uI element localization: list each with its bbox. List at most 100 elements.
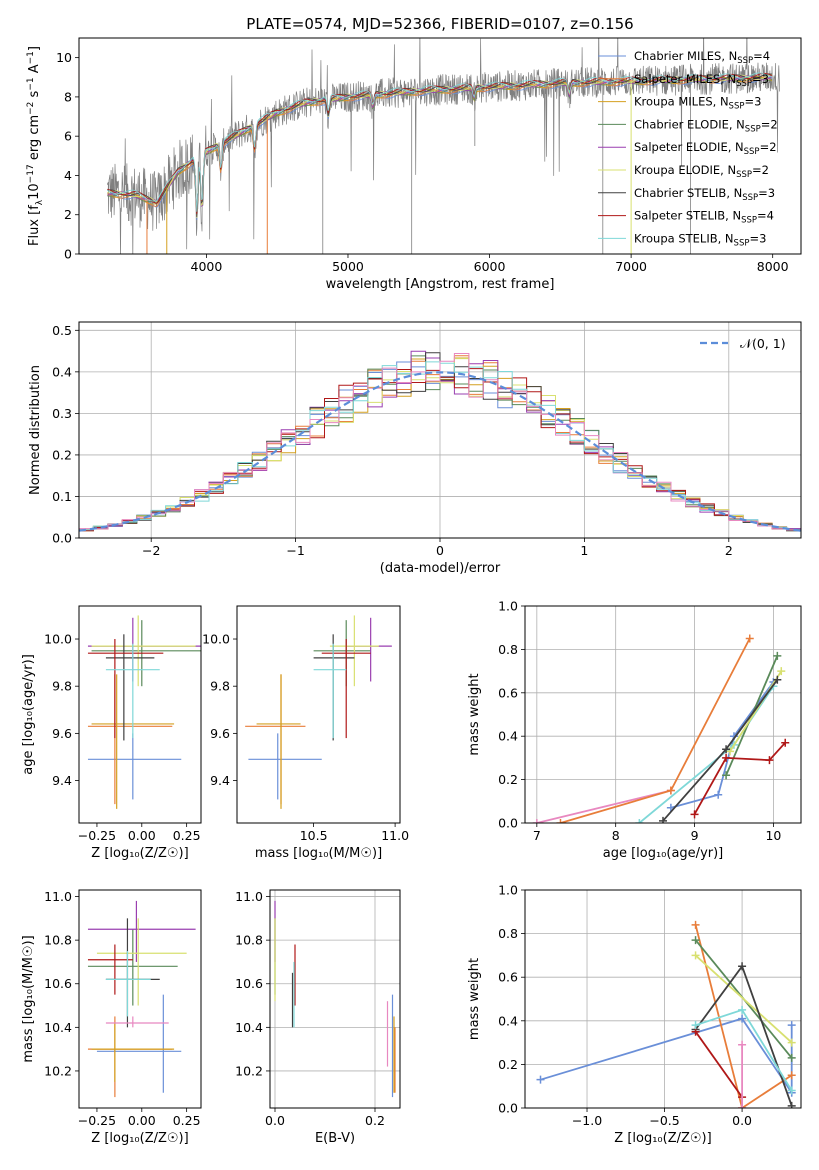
y-label-part: −1 [26, 77, 36, 90]
y-label-part: s [27, 90, 42, 101]
y-tick-label: 4 [64, 168, 72, 183]
y-tick-label: 0.2 [52, 447, 72, 462]
x-tick-label: 11.0 [381, 828, 409, 843]
x-tick-label: −1 [286, 543, 304, 558]
x-tick-label: 2 [725, 543, 733, 558]
plot-area [274, 900, 396, 1098]
plot-frame [78, 605, 202, 824]
series-marker [635, 819, 644, 823]
x-tick-label: 8000 [757, 259, 789, 274]
figure-title: PLATE=0574, MJD=52366, FIBERID=0107, z=0… [246, 15, 633, 33]
mass-vs-metallicity-panel: −0.25 0.00 0.25 10.2 10.4 10.6 10.8 11.0 Z [log₁… [21, 889, 202, 1146]
x-axis-label: age [log₁₀(age/yr)] [603, 846, 724, 861]
legend-entry: 𝒩(0, 1) [740, 336, 786, 351]
series-marker [536, 1075, 545, 1084]
y-axis-label: mass weight [467, 958, 482, 1040]
series-marker [722, 745, 731, 754]
y-axis-label: mass [log₁₀(M/M☉)] [21, 935, 36, 1062]
x-axis-label: mass [log₁₀(M/M☉)] [255, 846, 382, 861]
model-spectrum-line [107, 72, 773, 212]
series-marker [738, 962, 747, 971]
legend-subscript: SSP [736, 79, 752, 89]
series-line [694, 1031, 743, 1098]
x-tick-label: 7000 [615, 259, 647, 274]
legend-text: =2 [752, 163, 769, 177]
legend-text: =4 [757, 209, 774, 223]
series-marker [659, 816, 667, 823]
legend-text: Kroupa STELIB, N [634, 231, 734, 245]
series-marker [666, 786, 675, 795]
legend-subscript: SSP [741, 216, 757, 226]
plot-area [245, 615, 392, 809]
x-tick-label: 10.5 [300, 828, 328, 843]
legend-entry: Kroupa ELODIE, NSSP=2 [634, 163, 769, 180]
age-vs-metallicity-panel: −0.25 0.00 0.25 9.4 9.6 9.8 10.0 Z [log₁₀(Z/Z☉)… [21, 605, 202, 861]
x-axis-label: Z [log₁₀(Z/Z☉)] [91, 1131, 188, 1146]
series-marker [722, 753, 731, 762]
y-label-part: A [27, 64, 42, 77]
legend-subscript: SSP [744, 147, 760, 157]
series-marker [738, 1104, 747, 1108]
series-marker [722, 771, 731, 780]
x-tick-label: 7 [533, 828, 541, 843]
x-tick-label: 6000 [474, 259, 506, 274]
y-tick-label: 9.8 [52, 679, 72, 694]
y-tick-label: 9.4 [210, 773, 230, 788]
legend-subscript: SSP [734, 238, 750, 248]
x-tick-label: −0.25 [78, 828, 116, 843]
y-tick-label: 0.2 [498, 772, 518, 787]
y-tick-label: 0 [64, 247, 72, 262]
legend-subscript: SSP [736, 170, 752, 180]
y-axis-label: mass weight [467, 673, 482, 755]
weight-vs-metallicity-panel: −1.0 −0.5 0.0 0.0 0.2 0.4 0.6 0.8 1.0 Z [log₁₀(Z/… [467, 883, 802, 1146]
x-axis-label: (data-model)/error [380, 561, 501, 576]
y-tick-label: 0.6 [498, 970, 518, 985]
y-tick-label: 10.8 [235, 933, 263, 948]
mass-vs-ebv-panel: 0.0 0.2 10.2 10.4 10.6 10.8 11.0 E(B-V) [235, 889, 401, 1146]
y-label-part: erg cm [27, 115, 42, 164]
x-tick-label: 4000 [191, 259, 223, 274]
y-tick-label: 0.0 [52, 531, 72, 546]
x-tick-label: 0.0 [265, 1113, 285, 1128]
y-tick-label: 10.0 [44, 632, 72, 647]
y-tick-label: 0.8 [498, 642, 518, 657]
y-tick-label: 6 [64, 129, 72, 144]
y-axis-label: Flux [fλ10−17 erg cm−2 s−1 A−1] [26, 46, 45, 246]
x-tick-label: 0 [436, 543, 444, 558]
y-label-part: −1 [26, 51, 36, 64]
legend-subscript: SSP [745, 124, 761, 134]
plot-area [532, 634, 790, 823]
age-vs-mass-panel: 10.5 11.0 9.4 9.6 9.8 10.0 mass [log₁₀(M/M☉)] [202, 605, 409, 861]
y-tick-label: 10.4 [235, 1020, 263, 1035]
y-tick-label: 9.4 [52, 773, 72, 788]
plot-frame [78, 321, 802, 539]
series-marker [738, 1005, 747, 1014]
plot-area [79, 350, 801, 532]
series-marker [787, 1071, 796, 1080]
series-marker [714, 790, 723, 799]
residuals-panel: −2 −1 0 1 2 0.0 0.1 0.2 0.3 0.4 0.5 (data-model)/er… [28, 321, 802, 576]
legend-text: Kroupa MILES, N [634, 95, 729, 109]
y-tick-label: 10 [56, 50, 72, 65]
y-tick-label: 0.0 [498, 1101, 518, 1116]
series-marker [765, 756, 774, 765]
y-tick-label: 2 [64, 207, 72, 222]
y-tick-label: 10.0 [202, 632, 230, 647]
legend-text: =3 [752, 72, 769, 86]
y-tick-label: 10.8 [44, 933, 72, 948]
x-tick-label: 1 [580, 543, 588, 558]
weight-vs-age-panel: 7 8 9 10 0.0 0.2 0.4 0.6 0.8 1.0 age [log₁₀(age/yr… [467, 599, 802, 861]
plot-frame [269, 889, 401, 1109]
series-marker [787, 1053, 796, 1062]
series-marker [787, 1021, 796, 1030]
y-tick-label: 0.4 [52, 364, 72, 379]
plot-frame [524, 605, 802, 824]
y-axis-label: age [log₁₀(age/yr)] [21, 654, 36, 775]
legend-text: Chabrier MILES, N [634, 49, 737, 63]
x-axis-label: wavelength [Angstrom, rest frame] [326, 277, 555, 292]
y-tick-label: 0.4 [498, 1013, 518, 1028]
x-tick-label: 0.00 [128, 828, 156, 843]
y-tick-label: 11.0 [44, 889, 72, 904]
series-marker [781, 738, 790, 747]
plot-frame [78, 37, 802, 255]
